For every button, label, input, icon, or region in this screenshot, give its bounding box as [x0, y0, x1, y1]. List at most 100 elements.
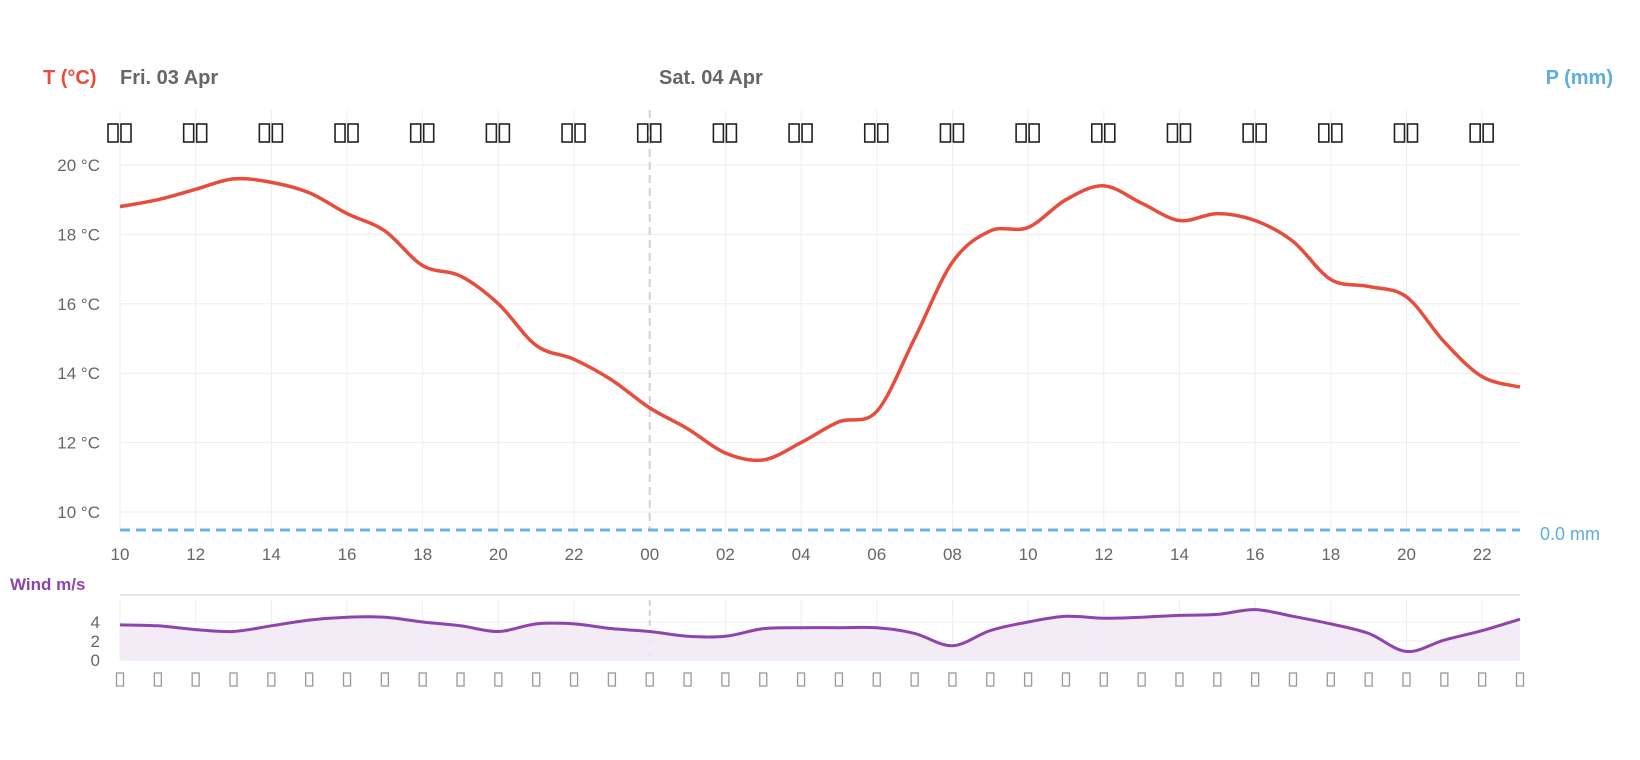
- missing-glyph-icon: [1166, 123, 1179, 143]
- wind-direction-icon: [1440, 672, 1449, 687]
- wind-direction-icon: [1402, 672, 1411, 687]
- x-tick-label: 18: [413, 545, 432, 564]
- wind-direction-icon: [1288, 672, 1298, 687]
- missing-glyph-icon: [1469, 123, 1481, 143]
- x-tick-label: 12: [186, 545, 205, 564]
- wind-direction-icon: [380, 672, 390, 687]
- missing-glyph-icon: [939, 123, 952, 143]
- weather-symbol-icon: [788, 123, 813, 143]
- wind-direction-icon: [759, 672, 768, 687]
- x-tick-label: 00: [640, 545, 659, 564]
- missing-glyph-icon: [422, 123, 435, 143]
- missing-glyph-icon: [485, 123, 498, 143]
- wind-direction-icon: [986, 672, 995, 687]
- x-tick-label: 20: [1397, 545, 1416, 564]
- wind-direction-icon: [1137, 672, 1146, 687]
- wind-direction-icon: [872, 672, 881, 687]
- weather-symbol-icon: [107, 123, 132, 143]
- wind-direction-icon: [796, 672, 806, 687]
- wind-direction-icon: [115, 672, 125, 687]
- weather-symbol-icon: [1318, 123, 1343, 143]
- weather-symbol-icon: [863, 123, 889, 143]
- missing-glyph-icon: [271, 123, 284, 143]
- wind-y-tick-label: 2: [91, 632, 100, 651]
- wind-direction-icon: [305, 672, 314, 687]
- missing-glyph-icon: [1015, 123, 1027, 143]
- missing-glyph-icon: [1406, 123, 1419, 143]
- missing-glyph-icon: [1318, 123, 1330, 143]
- missing-glyph-icon: [409, 123, 422, 143]
- temperature-line: [119, 176, 1521, 463]
- missing-glyph-icon: [107, 123, 119, 143]
- missing-glyph-icon: [1103, 123, 1116, 143]
- wind-area: [120, 609, 1520, 660]
- x-tick-label: 04: [792, 545, 811, 564]
- x-tick-label: 18: [1321, 545, 1340, 564]
- x-tick-label: 22: [1473, 545, 1492, 564]
- missing-glyph-icon: [1255, 123, 1267, 143]
- wind-y-tick-label: 4: [91, 613, 100, 632]
- x-tick-label: 20: [489, 545, 508, 564]
- wind-direction-icon: [418, 672, 427, 687]
- wind-direction-icon: [342, 672, 352, 687]
- y-tick-label: 14 °C: [57, 364, 100, 383]
- wind-y-tick-label: 0: [91, 651, 100, 670]
- wind-direction-icon: [494, 672, 503, 687]
- missing-glyph-icon: [1090, 123, 1103, 143]
- weather-symbol-icon: [485, 123, 511, 143]
- weather-symbol-icon: [182, 123, 208, 143]
- wind-direction-icon: [948, 672, 957, 687]
- x-tick-label: 22: [565, 545, 584, 564]
- missing-glyph-icon: [952, 123, 965, 143]
- missing-glyph-icon: [876, 123, 889, 143]
- temperature-axis-title: T (°C): [43, 67, 97, 89]
- weather-symbol-icon: [636, 123, 662, 143]
- wind-direction-icon: [153, 672, 162, 687]
- weather-symbol-icon: [1469, 123, 1494, 143]
- weather-symbol-icon: [1166, 123, 1192, 143]
- x-tick-label: 14: [262, 545, 281, 564]
- missing-glyph-icon: [725, 123, 738, 143]
- day-label-fri: Fri. 03 Apr: [120, 67, 218, 89]
- missing-glyph-icon: [863, 123, 876, 143]
- x-tick-label: 16: [1246, 545, 1265, 564]
- weather-symbol-icon: [409, 123, 435, 143]
- missing-glyph-icon: [1242, 123, 1254, 143]
- x-tick-label: 06: [867, 545, 886, 564]
- wind-axis-title: Wind m/s: [10, 575, 85, 594]
- missing-glyph-icon: [1482, 123, 1494, 143]
- precip-axis-title: P (mm): [1546, 67, 1613, 89]
- missing-glyph-icon: [561, 123, 573, 143]
- missing-glyph-icon: [1393, 123, 1406, 143]
- wind-direction-icon: [1061, 672, 1071, 687]
- x-tick-label: 16: [338, 545, 357, 564]
- missing-glyph-icon: [636, 123, 649, 143]
- y-tick-label: 12 °C: [57, 434, 100, 453]
- wind-direction-icon: [1213, 672, 1222, 687]
- wind-direction-icon: [191, 672, 200, 687]
- wind-direction-icon: [1326, 672, 1335, 687]
- wind-direction-icon: [1099, 672, 1108, 687]
- wind-direction-icon: [1175, 672, 1184, 687]
- missing-glyph-icon: [334, 123, 346, 143]
- x-tick-label: 08: [943, 545, 962, 564]
- weather-symbol-icon: [561, 123, 586, 143]
- y-tick-label: 20 °C: [57, 156, 100, 175]
- weather-symbol-icon: [1393, 123, 1419, 143]
- y-tick-label: 16 °C: [57, 295, 100, 314]
- x-tick-label: 12: [1094, 545, 1113, 564]
- weather-symbol-icon: [258, 123, 284, 143]
- wind-direction-icon: [910, 672, 919, 687]
- weather-symbol-icon: [712, 123, 738, 143]
- wind-direction-icon: [1023, 672, 1033, 687]
- missing-glyph-icon: [712, 123, 725, 143]
- wind-direction-icon: [229, 672, 238, 687]
- wind-direction-icon: [1364, 672, 1373, 687]
- wind-direction-icon: [267, 672, 276, 687]
- wind-direction-icon: [532, 672, 541, 687]
- weather-symbol-icon: [939, 123, 965, 143]
- y-tick-label: 18 °C: [57, 225, 100, 244]
- x-tick-label: 14: [1170, 545, 1189, 564]
- weather-symbol-icon: [334, 123, 359, 143]
- precip-value-label: 0.0 mm: [1540, 524, 1600, 544]
